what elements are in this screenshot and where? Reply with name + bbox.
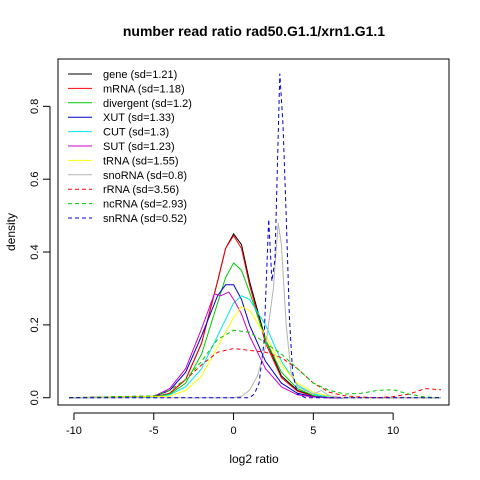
x-tick-label: 10 (387, 425, 399, 437)
series-line-9 (69, 329, 442, 399)
legend-entry: gene (sd=1.21) (103, 69, 177, 81)
x-tick-label: -10 (66, 425, 82, 437)
legend-entry: divergent (sd=1.2) (103, 98, 192, 110)
series-line-0 (69, 232, 441, 399)
y-tick-label: 0.6 (29, 172, 41, 187)
series-line-4 (69, 295, 441, 399)
legend-entry: tRNA (sd=1.55) (103, 155, 179, 167)
x-axis-label: log2 ratio (229, 452, 279, 466)
x-tick-label: 5 (310, 425, 316, 437)
series-line-1 (69, 234, 441, 399)
legend-entry: SUT (sd=1.23) (103, 141, 175, 153)
y-tick-label: 0.0 (29, 390, 41, 405)
legend: gene (sd=1.21) mRNA (sd=1.18) divergent (s… (68, 69, 192, 225)
y-axis: 0.0 0.2 0.4 0.6 0.8 (29, 99, 51, 405)
series-line-10 (69, 73, 441, 399)
legend-entry: snoRNA (sd=0.8) (103, 170, 187, 182)
legend-entry: mRNA (sd=1.18) (103, 83, 185, 95)
legend-entry: snRNA (sd=0.52) (103, 213, 187, 225)
y-tick-label: 0.2 (29, 317, 41, 332)
x-tick-label: -5 (149, 425, 159, 437)
series-line-6 (69, 306, 441, 399)
legend-entry: XUT (sd=1.33) (103, 112, 175, 124)
x-tick-label: 0 (230, 425, 236, 437)
y-axis-label: density (4, 213, 18, 251)
series-line-2 (69, 262, 441, 399)
y-tick-label: 0.8 (29, 99, 41, 114)
series-layer (69, 73, 442, 399)
series-line-5 (69, 291, 441, 399)
chart-title: number read ratio rad50.G1.1/xrn1.G1.1 (123, 23, 385, 39)
series-line-7 (69, 222, 441, 399)
legend-entry: ncRNA (sd=2.93) (103, 199, 187, 211)
legend-entry: CUT (sd=1.3) (103, 127, 169, 139)
y-tick-label: 0.4 (29, 244, 41, 259)
legend-entry: rRNA (sd=3.56) (103, 184, 179, 196)
series-line-8 (69, 347, 442, 399)
x-axis: -10 -5 0 5 10 (66, 412, 399, 437)
series-line-3 (69, 284, 441, 399)
plot-box (57, 58, 450, 406)
